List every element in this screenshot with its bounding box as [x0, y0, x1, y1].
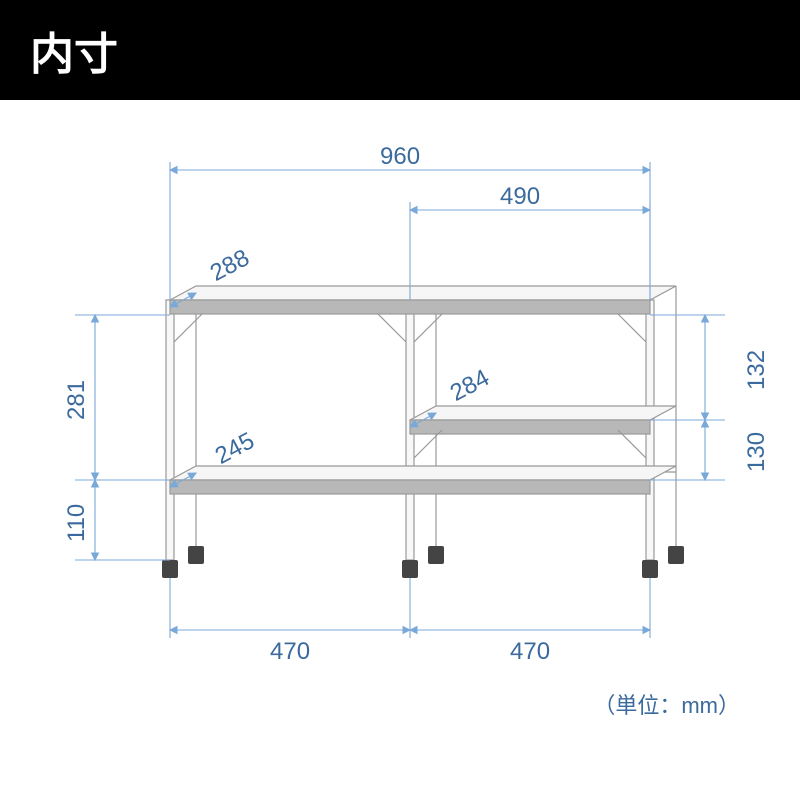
unit-note: （単位：mm）: [593, 688, 740, 720]
dim-right-lower: 130: [743, 432, 771, 472]
dim-top-inner: 490: [500, 183, 540, 211]
drawing-area: 960 490 288 284 245 281 110 132 130 470 …: [0, 110, 800, 730]
dim-left-lower: 110: [63, 504, 91, 542]
dim-bottom-right: 470: [510, 638, 550, 666]
header-title: 内寸: [30, 30, 118, 79]
header-bar: 内寸: [0, 0, 800, 100]
technical-drawing: [0, 110, 800, 730]
dim-left-upper: 281: [63, 379, 91, 419]
dim-top-width: 960: [380, 143, 420, 171]
dim-bottom-left: 470: [270, 638, 310, 666]
dim-right-upper: 132: [743, 349, 771, 389]
